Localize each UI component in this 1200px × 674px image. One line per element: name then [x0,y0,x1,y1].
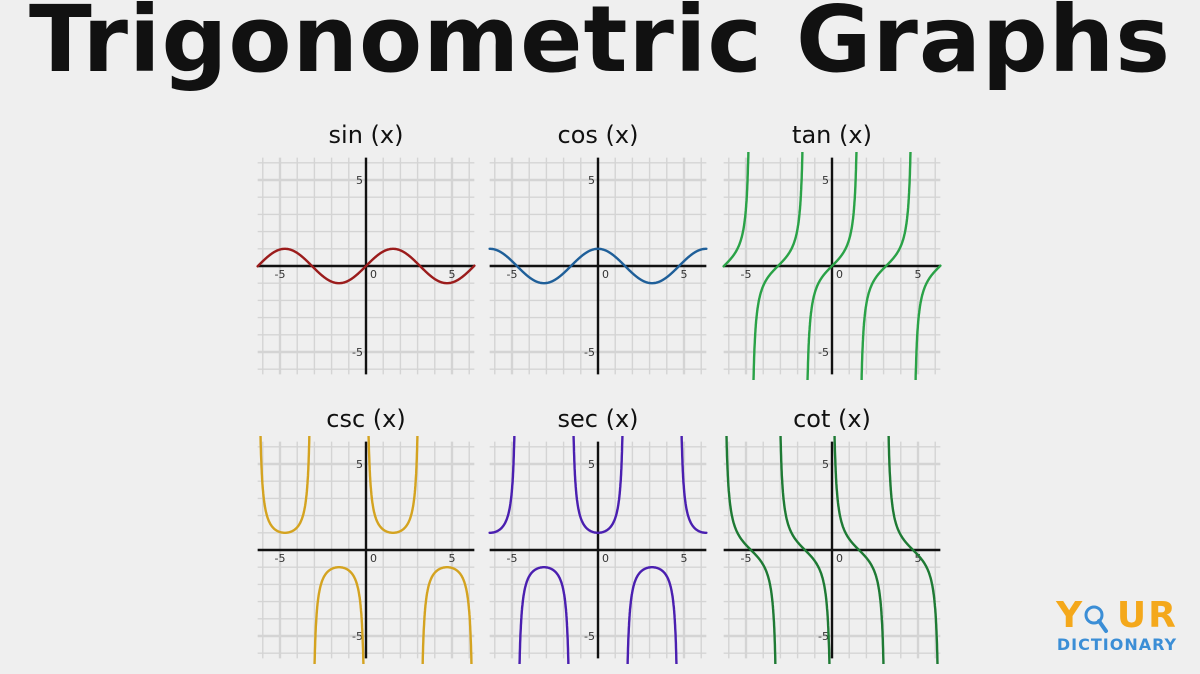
chart-panel-cos: cos (x) -5 0 5 5 -5 [488,118,708,380]
logo-word-end: UR [1116,595,1178,636]
tan-curve [722,152,750,268]
sec-curve [572,436,624,534]
tan-curve [860,152,912,380]
cot-curve [725,436,777,664]
chart-title: cot (x) [793,405,871,433]
magnifier-icon [1084,605,1109,633]
chart-panel-csc: csc (x) -5 0 5 5 -5 [256,402,476,664]
sec-curve [488,436,516,534]
x-tick-label: -5 [507,552,518,565]
chart-cos: -5 0 5 5 -5 [488,157,708,375]
cot-curve [833,436,885,664]
brand-logo[interactable]: YOUR DICTIONARY [1052,598,1182,656]
csc-curve [259,436,311,534]
chart-panel-sin: sin (x) -5 0 5 5 -5 [256,118,476,380]
x-tick-label: -5 [275,268,286,281]
tan-curve [806,152,858,380]
x-tick-label: -5 [507,268,518,281]
chart-sec: -5 0 5 5 -5 [488,436,708,664]
x-tick-label: 0 [836,552,843,565]
y-tick-label: -5 [352,346,363,359]
y-tick-label: -5 [818,346,829,359]
y-tick-label: 5 [588,458,595,471]
x-tick-label: 0 [370,552,377,565]
y-tick-label: -5 [584,346,595,359]
y-tick-label: 5 [822,458,829,471]
x-tick-label: 0 [602,552,609,565]
chart-tan: -5 0 5 5 -5 [722,152,942,380]
x-tick-label: 5 [681,268,688,281]
sec-curve [626,566,678,664]
chart-panel-sec: sec (x) -5 0 5 5 -5 [488,402,708,664]
chart-title: sin (x) [328,121,404,149]
chart-sin: -5 0 5 5 -5 [256,157,476,375]
y-tick-label: 5 [588,174,595,187]
x-tick-label: 5 [449,268,456,281]
x-tick-label: 5 [915,552,922,565]
chart-title: csc (x) [326,405,406,433]
logo-word-o: O [1084,598,1117,634]
logo-subtitle: DICTIONARY [1056,635,1178,654]
y-tick-label: 5 [356,458,363,471]
sec-curve [518,566,570,664]
chart-panel-tan: tan (x) -5 0 5 5 -5 [722,118,942,380]
x-tick-label: -5 [741,552,752,565]
csc-curve [367,436,419,534]
chart-cot: -5 0 5 5 -5 [723,436,941,664]
chart-title: cos (x) [557,121,639,149]
chart-csc: -5 0 5 5 -5 [257,436,475,664]
x-tick-label: 0 [836,268,843,281]
x-tick-label: 0 [602,268,609,281]
csc-curve [313,566,365,664]
x-tick-label: -5 [275,552,286,565]
csc-curve [421,566,473,664]
x-tick-label: 5 [449,552,456,565]
y-tick-label: -5 [584,630,595,643]
logo-wordmark: YOUR [1052,598,1182,634]
x-tick-label: -5 [741,268,752,281]
chart-title: tan (x) [792,121,872,149]
x-tick-label: 0 [370,268,377,281]
y-tick-label: 5 [356,174,363,187]
page-title: Trigonometric Graphs [28,0,1172,93]
chart-title: sec (x) [557,405,639,433]
cot-curve [887,436,939,664]
x-tick-label: 5 [681,552,688,565]
tan-curve [752,152,804,380]
cot-curve [779,436,831,664]
sin-curve [256,247,476,285]
tan-curve [914,264,942,380]
y-tick-label: -5 [818,630,829,643]
y-tick-label: -5 [352,630,363,643]
y-tick-label: 5 [822,174,829,187]
x-tick-label: 5 [915,268,922,281]
chart-panel-cot: cot (x) -5 0 5 5 -5 [722,402,942,664]
sec-curve [680,436,708,534]
logo-word-start: Y [1056,595,1085,636]
cos-curve [488,247,708,285]
